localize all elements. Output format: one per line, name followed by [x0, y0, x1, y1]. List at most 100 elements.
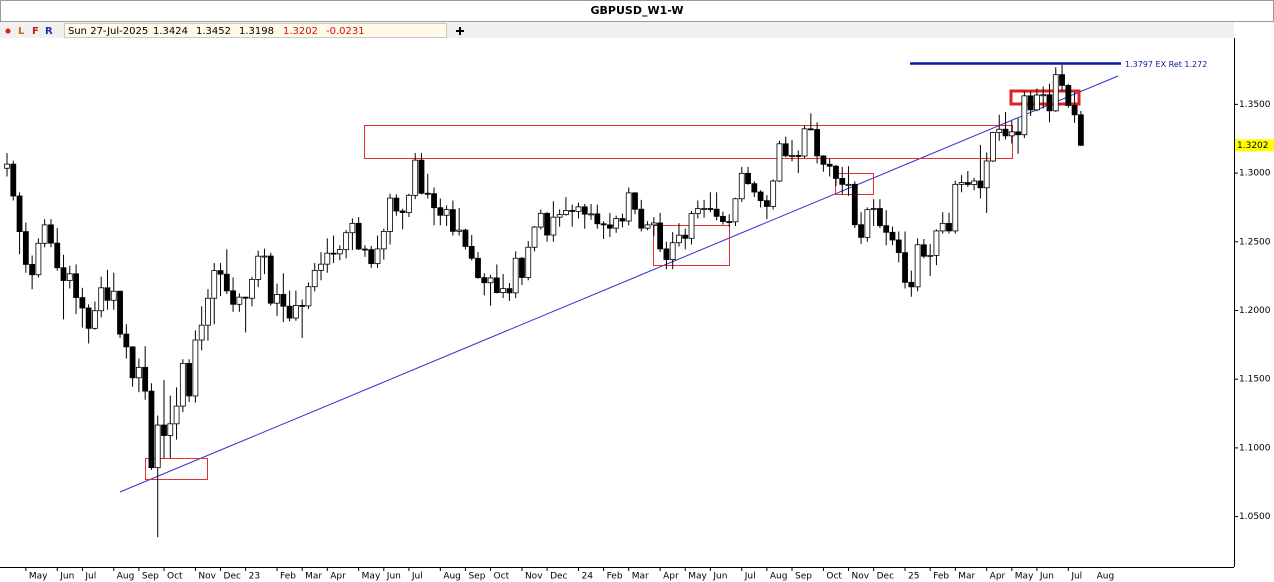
toolbar-dot[interactable] [5, 28, 11, 34]
candle-body [198, 324, 205, 341]
candle-body [205, 297, 211, 326]
price-tag [1235, 139, 1274, 152]
candle-body [1071, 105, 1078, 116]
x-tick-label: Nov [852, 572, 870, 582]
candle-body [223, 273, 230, 292]
candle-body [129, 346, 136, 379]
candle-body [613, 218, 620, 229]
x-tick-label: 25 [908, 572, 919, 582]
candle-body [192, 339, 199, 397]
candle-body [368, 249, 375, 265]
x-tick-label: Dec [877, 572, 894, 582]
candle-body [286, 305, 293, 319]
candle-body [977, 180, 984, 189]
x-tick-label: Mar [958, 572, 975, 582]
candle-body [1065, 85, 1072, 106]
candle-body [826, 163, 833, 167]
x-tick-label: Mar [305, 572, 322, 582]
candle-body [732, 198, 739, 223]
candle-body [41, 224, 48, 244]
x-tick-label: Dec [550, 572, 567, 582]
candle-body [161, 424, 167, 436]
candle-body [22, 231, 29, 265]
candle-body [481, 277, 488, 284]
x-tick-label: Aug [1097, 572, 1115, 582]
zone-rect-bold[interactable] [1009, 89, 1081, 106]
x-tick-label: May [362, 572, 381, 582]
x-tick-label: Jul [1070, 572, 1082, 582]
candle-body [475, 257, 481, 279]
candle-body [500, 288, 507, 294]
toolbar-button[interactable]: F [32, 26, 39, 37]
candle-body [267, 255, 274, 304]
x-tick-label: Sep [795, 572, 812, 582]
candle-body [952, 183, 959, 232]
candle-body [35, 242, 42, 276]
candle-body [249, 279, 255, 299]
candle-body [29, 264, 36, 276]
candle-body [186, 362, 193, 397]
y-tick-label: 1.0500 [1239, 512, 1271, 522]
toolbar-button[interactable]: L [18, 26, 25, 37]
candle-body [211, 270, 218, 299]
header-open: 1.3424 [153, 26, 188, 37]
candle-body [1059, 74, 1065, 86]
candle-body [167, 423, 174, 436]
candle-body [676, 234, 682, 244]
candle-body [588, 213, 594, 216]
level-label: 1.3797 EX Ret 1.272 [1125, 60, 1207, 69]
candle-body [142, 366, 149, 392]
candle-body [877, 208, 883, 227]
candle-body [707, 208, 714, 210]
candle-body [569, 210, 576, 212]
x-tick-label: Jun [1039, 572, 1054, 582]
candle-body [449, 209, 456, 232]
candle-body [531, 226, 538, 248]
candle-body [632, 192, 638, 210]
candle-body [318, 263, 324, 271]
zone-rect[interactable] [364, 125, 1013, 159]
candle-body [255, 255, 262, 280]
crosshair-icon[interactable] [456, 27, 464, 35]
trendline[interactable] [119, 75, 1119, 493]
price-tag-label: 1.3202 [1237, 141, 1269, 151]
candle-body [782, 143, 789, 157]
candle-body [10, 163, 17, 197]
candle-body [135, 366, 142, 379]
y-tick-label: 1.1500 [1239, 375, 1271, 385]
x-tick-label: Apr [330, 572, 346, 582]
candle-body [110, 290, 117, 301]
candle-body [933, 230, 940, 256]
candle-body [544, 212, 550, 236]
candle-body [1040, 94, 1047, 97]
candle-body [870, 208, 877, 211]
zone-rect[interactable] [145, 458, 208, 480]
x-tick-label: Aug [443, 572, 461, 582]
x-tick-label: Feb [607, 572, 623, 582]
header-high: 1.3452 [196, 26, 231, 37]
x-tick-label: Jul [411, 572, 423, 582]
candle-body [927, 254, 934, 257]
candle-body [682, 234, 689, 239]
candle-body [619, 218, 626, 222]
x-tick-label: Sep [142, 572, 159, 582]
x-tick-label: Apr [663, 572, 679, 582]
candle-body [1008, 131, 1015, 137]
candle-body [908, 281, 915, 288]
candle-body [343, 232, 350, 250]
candle-body [431, 193, 437, 209]
plot-area [4, 64, 1084, 538]
drawings [119, 75, 1119, 493]
toolbar-button[interactable]: R [45, 26, 53, 37]
candle-body [380, 231, 387, 250]
candle-body [820, 155, 827, 165]
candle-body [920, 244, 927, 257]
x-tick-label: Feb [933, 572, 949, 582]
candle-body [833, 165, 839, 179]
candle-body [751, 183, 758, 193]
x-tick-label: Aug [117, 572, 135, 582]
candle-body [512, 257, 519, 294]
x-tick-label: 23 [249, 572, 260, 582]
y-tick-label: 1.2500 [1239, 237, 1271, 247]
